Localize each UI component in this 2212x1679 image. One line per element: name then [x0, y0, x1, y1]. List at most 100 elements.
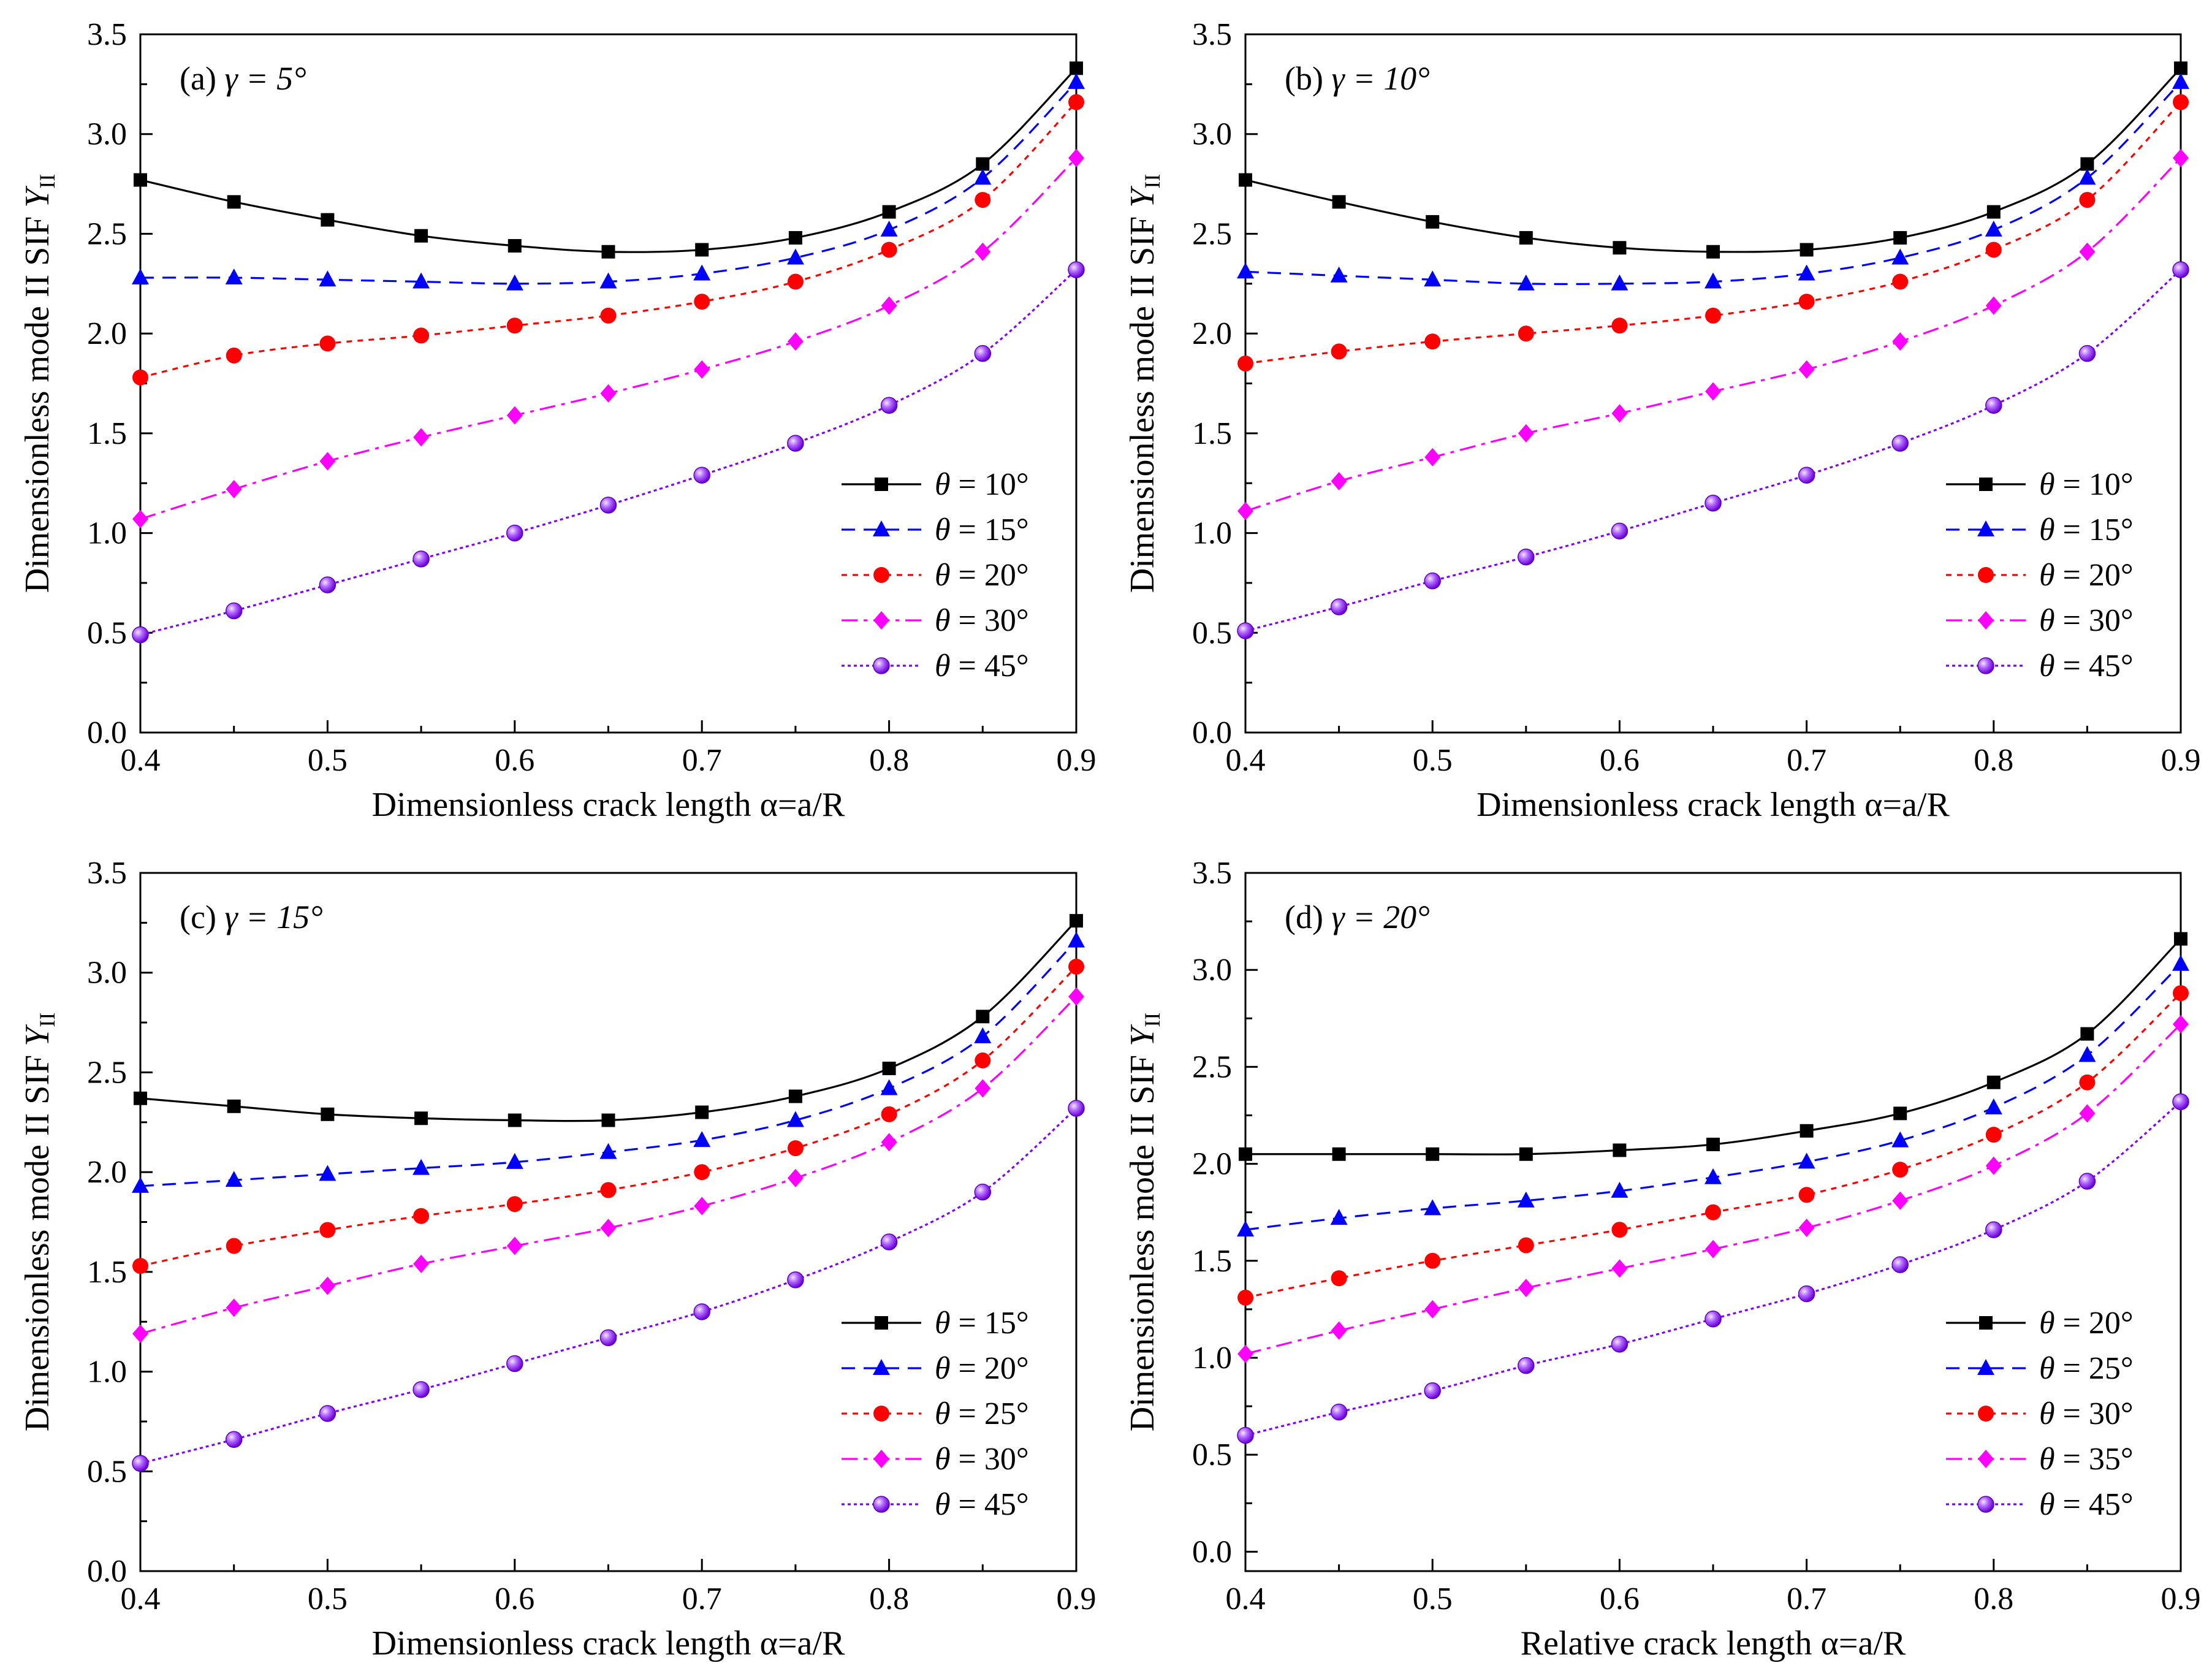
x-tick-label: 0.8	[869, 1582, 909, 1616]
data-point	[693, 264, 711, 281]
data-point	[319, 270, 336, 287]
series-line	[1245, 157, 2182, 512]
data-point	[226, 347, 242, 364]
data-point	[1798, 1152, 1815, 1169]
data-point	[975, 1052, 991, 1068]
data-point	[694, 1197, 710, 1216]
y-tick-label: 3.5	[87, 856, 127, 891]
series-4	[1237, 1015, 2189, 1363]
data-point	[2172, 73, 2189, 89]
legend-marker	[1977, 1496, 1994, 1513]
data-point	[506, 1236, 523, 1255]
data-point	[2172, 261, 2189, 278]
data-point	[321, 213, 335, 227]
legend-marker	[873, 1359, 890, 1375]
data-point	[1613, 241, 1627, 255]
series-line	[140, 101, 1077, 379]
data-point	[1237, 1426, 1254, 1444]
data-point	[412, 1159, 430, 1175]
x-tick-label: 0.5	[308, 1582, 348, 1616]
data-point	[600, 1182, 617, 1198]
data-point	[974, 1027, 992, 1043]
data-point	[1331, 343, 1347, 360]
data-point	[413, 428, 430, 447]
data-point	[2173, 94, 2189, 110]
data-point	[412, 550, 430, 568]
panel-title: (c) γ = 15°	[180, 899, 323, 935]
y-tick-label: 3.0	[87, 956, 127, 991]
legend-marker	[873, 611, 889, 630]
data-point	[2078, 169, 2096, 185]
x-axis-label: Dimensionless crack length α=a/R	[372, 786, 845, 824]
data-point	[1068, 94, 1084, 110]
data-point	[1518, 1357, 1535, 1374]
data-point	[1239, 173, 1252, 187]
data-point	[1798, 466, 1815, 484]
series-2	[132, 73, 1085, 291]
data-point	[787, 1140, 804, 1157]
data-point	[601, 1113, 615, 1127]
data-point	[881, 296, 897, 315]
data-point	[2173, 1015, 2189, 1034]
series-3	[132, 958, 1084, 1274]
data-point	[1518, 548, 1535, 566]
data-point	[2080, 1027, 2094, 1041]
y-tick-label: 2.0	[1192, 316, 1232, 351]
data-point	[1424, 447, 1441, 466]
x-tick-label: 0.6	[495, 743, 534, 778]
data-point	[1331, 471, 1347, 490]
series-1	[134, 914, 1083, 1127]
data-point	[506, 406, 523, 425]
y-tick-label: 1.0	[87, 516, 127, 551]
data-point	[1798, 360, 1815, 379]
data-point	[787, 332, 804, 351]
data-point	[1798, 1187, 1815, 1203]
panel-title: (a) γ = 5°	[180, 60, 306, 97]
legend-marker	[873, 520, 890, 536]
series-2	[1237, 73, 2189, 291]
data-point	[1611, 1181, 1629, 1198]
data-point	[319, 1405, 336, 1422]
legend-label: θ = 45°	[2039, 649, 2134, 683]
data-point	[880, 1233, 898, 1251]
legend-label: θ = 35°	[2039, 1442, 2134, 1477]
x-tick-label: 0.7	[1787, 743, 1826, 778]
series-5	[132, 261, 1085, 644]
data-point	[225, 602, 243, 620]
data-point	[882, 1061, 896, 1075]
data-point	[881, 242, 897, 258]
data-point	[1891, 248, 1909, 265]
legend-label: θ = 25°	[2039, 1351, 2134, 1386]
data-point	[1613, 1143, 1627, 1157]
x-tick-label: 0.6	[1600, 743, 1640, 778]
data-point	[506, 1152, 523, 1169]
legend-marker	[875, 478, 888, 491]
legend-label: θ = 30°	[935, 603, 1029, 638]
data-point	[414, 229, 428, 243]
data-point	[786, 248, 804, 265]
data-point	[880, 397, 898, 414]
data-point	[1518, 424, 1534, 443]
series-2	[132, 931, 1085, 1193]
legend-label: θ = 10°	[2039, 467, 2134, 502]
data-point	[975, 192, 991, 208]
data-point	[788, 230, 802, 245]
legend-label: θ = 20°	[2039, 558, 2134, 593]
legend-marker	[1979, 1316, 1993, 1330]
legend-label: θ = 30°	[935, 1442, 1029, 1477]
legend-marker	[1977, 520, 1994, 536]
y-tick-label: 0.5	[1192, 615, 1232, 650]
data-point	[506, 274, 523, 291]
data-point	[1611, 404, 1628, 423]
data-point	[1985, 1156, 2002, 1175]
data-point	[507, 238, 522, 253]
data-point	[413, 327, 430, 344]
series-4	[132, 987, 1084, 1343]
legend-label: θ = 30°	[2039, 603, 2134, 638]
data-point	[1800, 243, 1814, 257]
data-point	[1424, 333, 1441, 350]
series-4	[132, 148, 1084, 528]
series-line	[1245, 268, 2182, 632]
data-point	[1893, 1106, 1907, 1121]
y-tick-label: 0.5	[1192, 1437, 1232, 1472]
